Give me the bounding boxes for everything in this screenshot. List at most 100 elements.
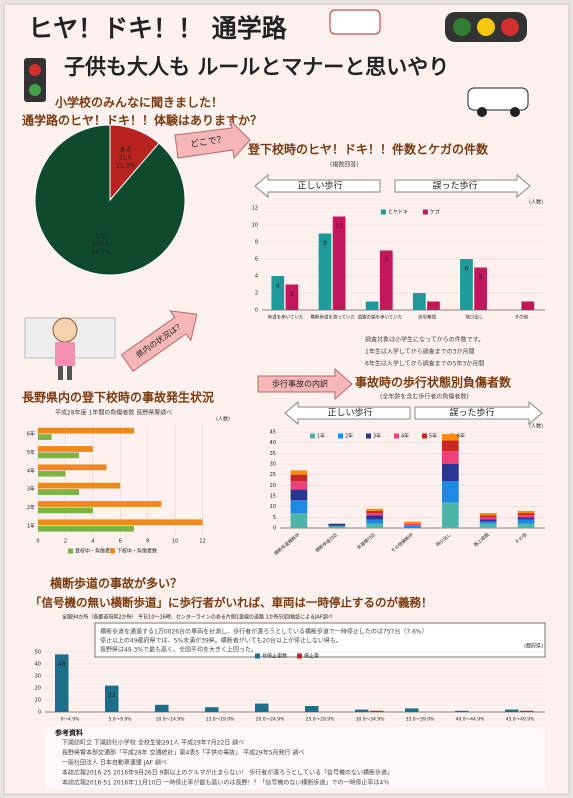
bar-label: 48 [58,661,66,668]
legend-label: 停止車 [304,653,319,660]
legend-swatch [380,209,386,215]
bar [365,301,379,310]
x-tick-label: 35.0～39.9% [406,717,436,723]
traffic-light [445,12,527,42]
y-tick-label: 50 [35,650,41,656]
x-tick-label: 20.0～24.9% [256,717,286,723]
bar [332,216,346,310]
bar [318,233,332,310]
legend-swatch [338,433,343,439]
bar-segment [442,502,459,528]
bar-segment [404,523,421,526]
x-tick-label: 横断歩道を渡っていた [310,314,355,321]
x-tick-label: 0～4.9% [61,717,81,723]
bar-segment [366,513,383,516]
y-tick-label: 12 [252,206,258,212]
info-text: 長野県は49.3%で最も高く、全国平均を大きく上回った。 [100,646,257,654]
pie-slice [34,124,186,276]
bar [105,685,119,712]
bar [521,301,535,310]
reference: 下諏訪町立 下諏訪社小学校 全校生徒291人 平成29年7月22日 調べ [62,739,244,747]
x-tick-label: 信号無視 [418,314,436,321]
slice-label: ない [95,233,107,240]
bar-segment [442,451,459,464]
car-icons [329,9,529,117]
note: 6年生は入学してから調査までの5年3か月間 [365,360,484,368]
bar [505,709,519,712]
y-tick-label: 0 [255,308,258,314]
survey-line: 小学校のみんなに聞きました！ [55,95,223,110]
group-label: 誤った歩行 [432,180,477,192]
bar-label: 3 [290,291,294,298]
bar-label: 5 [479,274,483,281]
x-tick-label: 飛び出し [465,314,483,321]
y-tick-label: 40 [35,662,41,668]
bar [38,489,80,495]
y-tick-label: 10 [270,504,276,510]
note: 1年生は入学してから調査までの3か月間 [365,348,474,356]
legend-swatch [297,653,302,659]
chart-subtitle: 平成28年度 1年間の負傷者数 長野県警調べ [55,409,172,417]
info-text: 横断歩道を通過する1万0026台の車両を計測し、歩行者が渡ろうとしている横断歩道… [100,628,428,636]
section-heading: 横断歩道の事故が多い？ [50,576,182,591]
legend-label: 2年 [345,433,353,440]
bar-segment [442,481,459,503]
title: ヒヤ！ドキ！！ 通学路 [28,14,288,43]
slice-label: 31人 [119,154,133,161]
legend-label: 非停止車数 [262,653,287,660]
bar-label: 9 [323,240,327,247]
x-tick-label: 道路の端を歩いていた [357,314,402,321]
y-tick-label: 40 [270,440,276,446]
y-tick-label: 5 [273,515,276,521]
bar [38,427,134,434]
bar [38,452,80,459]
y-tick-label: 0 [38,710,41,716]
legend-label: ヒヤドキ [388,210,408,216]
y-tick-label: 4年 [27,467,35,474]
bar [455,710,469,712]
legend-label: 6年 [457,433,465,440]
bar-segment [290,500,308,514]
reference: 一般社団法人 日本自動車連盟 JAF 調べ [62,759,167,767]
bar [38,464,107,471]
section-source: 全国94か所（各都道府県2か所） 平日10～16時、センターラインのある片側1車… [62,614,333,621]
chart-subtitle: (全年齢を含む歩行者の負傷者数) [380,393,469,401]
x-tick-label: 10.0～14.9% [156,717,186,723]
legend-swatch [68,548,73,554]
bar [379,250,393,310]
y-tick-label: 2 [255,291,258,297]
group-label: 正しい歩行 [327,407,372,419]
info-box [94,622,546,658]
legend-label: 3年 [373,433,381,440]
bar-segment [479,517,497,520]
legend-label: 1年 [317,433,325,440]
x-tick-label: 12 [199,539,205,545]
bar [271,276,285,310]
x-tick-label: 5.0～9.9% [108,717,132,723]
subtitle: 子供も大人も ルールとマナーと思いやり [64,55,449,79]
x-tick-label: 歩道を歩いていた [268,314,304,321]
bar [370,710,384,712]
x-tick-label: 4 [91,539,94,545]
bar [355,709,369,712]
x-tick-label: 0 [36,539,39,545]
legend-swatch [310,433,315,439]
x-tick-label: 45.0～49.9% [506,717,536,723]
bar-segment [290,513,308,528]
bar-segment [517,513,535,516]
bar-label: 7 [384,257,388,264]
chart-title: 登下校時のヒヤ！ドキ！！件数とケガの件数 [247,142,489,157]
x-tick-label: その他 [515,314,529,321]
y-tick-label: 30 [35,674,41,680]
legend-label: 下校中・負傷者数 [117,548,157,555]
bar [38,470,66,477]
section-message: 「信号機の無い横断歩道」に歩行者がいれば、車両は一時停止するのが義務！ [30,596,433,610]
y-tick-label: 4 [255,274,258,280]
bar-segment [479,523,497,528]
bar-segment [366,515,383,520]
y-tick-label: 10 [252,223,258,229]
y-tick-label: 20 [270,483,276,489]
bar [405,708,419,712]
bar-segment [517,515,535,518]
bar-label: 11 [335,223,343,230]
